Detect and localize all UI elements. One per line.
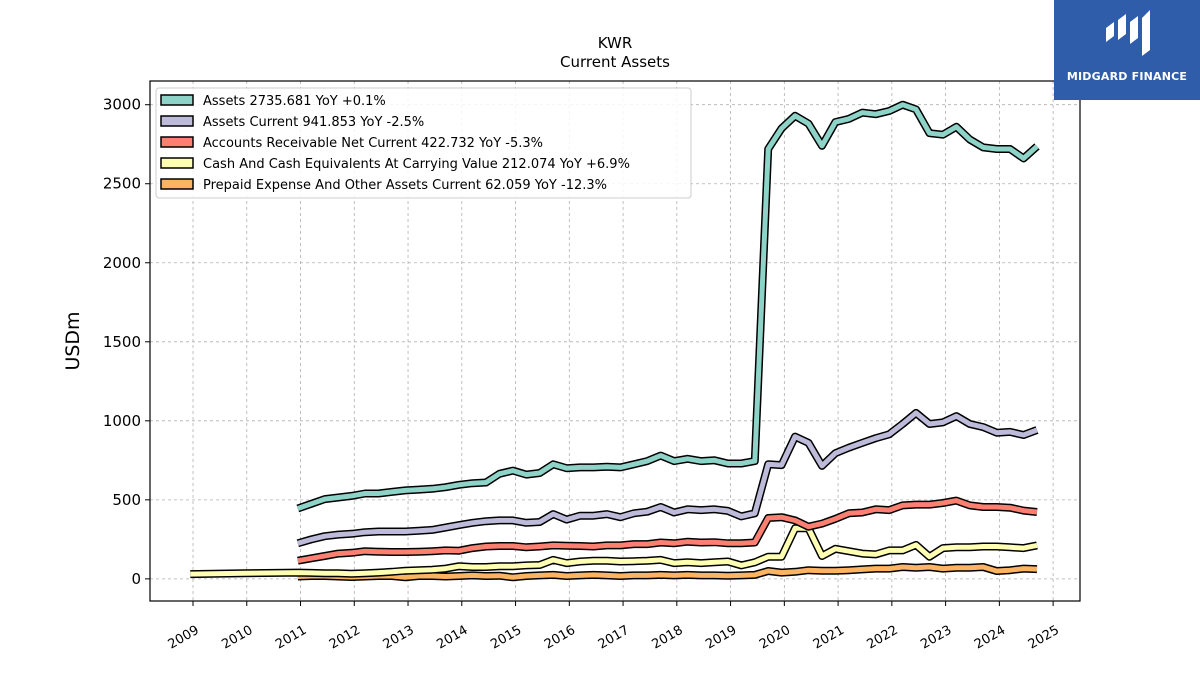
- x-tick-label: 2011: [273, 623, 309, 653]
- y-tick-label: 1500: [103, 333, 141, 351]
- x-tick-label: 2025: [1026, 623, 1062, 653]
- y-axis-label: USDm: [62, 311, 84, 370]
- x-tick-label: 2012: [327, 623, 363, 653]
- series-line-assets-current: [297, 410, 1038, 546]
- legend-swatch-assets: [160, 94, 194, 106]
- legend-label-assets-current: Assets Current 941.853 YoY -2.5%: [203, 115, 424, 130]
- series-line-accounts-receivable-net-current: [297, 498, 1038, 564]
- series-outline-assets-current: [296, 408, 1039, 548]
- y-tick-label: 2500: [103, 175, 141, 193]
- legend-label-cash-and-cash-equivalents-at-carrying-value: Cash And Cash Equivalents At Carrying Va…: [203, 157, 630, 172]
- x-tick-label: 2023: [918, 623, 954, 653]
- x-tick-label: 2021: [811, 623, 847, 653]
- series-line-cash-and-cash-equivalents-at-carrying-value: [190, 525, 1038, 577]
- x-tick-label: 2014: [434, 623, 470, 653]
- x-tick-label: 2020: [757, 623, 793, 653]
- x-tick-label: 2022: [864, 623, 900, 653]
- brand-name: MIDGARD FINANCE: [1066, 70, 1188, 83]
- y-tick-label: 0: [131, 570, 141, 588]
- y-tick-label: 500: [112, 491, 141, 509]
- x-tick-label: 2019: [703, 623, 739, 653]
- x-tick-label: 2010: [219, 623, 255, 653]
- x-tick-label: 2018: [649, 623, 685, 653]
- legend-swatch-prepaid-expense-and-other-assets-current: [160, 178, 194, 190]
- x-tick-label: 2017: [596, 623, 632, 653]
- legend-label-assets: Assets 2735.681 YoY +0.1%: [203, 94, 386, 109]
- legend: Assets 2735.681 YoY +0.1% Assets Current …: [155, 87, 692, 199]
- x-tick-label: 2009: [166, 623, 202, 653]
- series-line-assets: [296, 102, 1039, 511]
- x-tick-label: 2024: [972, 623, 1008, 653]
- series-line-prepaid-expense-and-other-assets-current: [297, 564, 1038, 580]
- legend-label-accounts-receivable-net-current: Accounts Receivable Net Current 422.732 …: [203, 136, 543, 151]
- x-tick-label: 2015: [488, 623, 524, 653]
- y-tick-label: 2000: [103, 254, 141, 272]
- chart-subtitle: Current Assets: [560, 53, 670, 71]
- brand-logo: MIDGARD FINANCE: [1054, 0, 1200, 100]
- chart-title: KWR: [598, 34, 633, 52]
- legend-box: [155, 87, 692, 199]
- x-tick-label: 2016: [542, 623, 578, 653]
- plot-frame: [149, 80, 1081, 602]
- y-tick-label: 1000: [103, 412, 141, 430]
- legend-label-prepaid-expense-and-other-assets-current: Prepaid Expense And Other Assets Current…: [203, 178, 607, 193]
- x-tick-label: 2013: [381, 623, 417, 653]
- legend-swatch-cash-and-cash-equivalents-at-carrying-value: [160, 157, 194, 169]
- y-tick-label: 3000: [103, 96, 141, 114]
- legend-swatch-accounts-receivable-net-current: [160, 136, 194, 148]
- midgard-logo-icon: [1106, 10, 1150, 56]
- legend-swatch-assets-current: [160, 115, 194, 127]
- series-lines: [190, 100, 1040, 582]
